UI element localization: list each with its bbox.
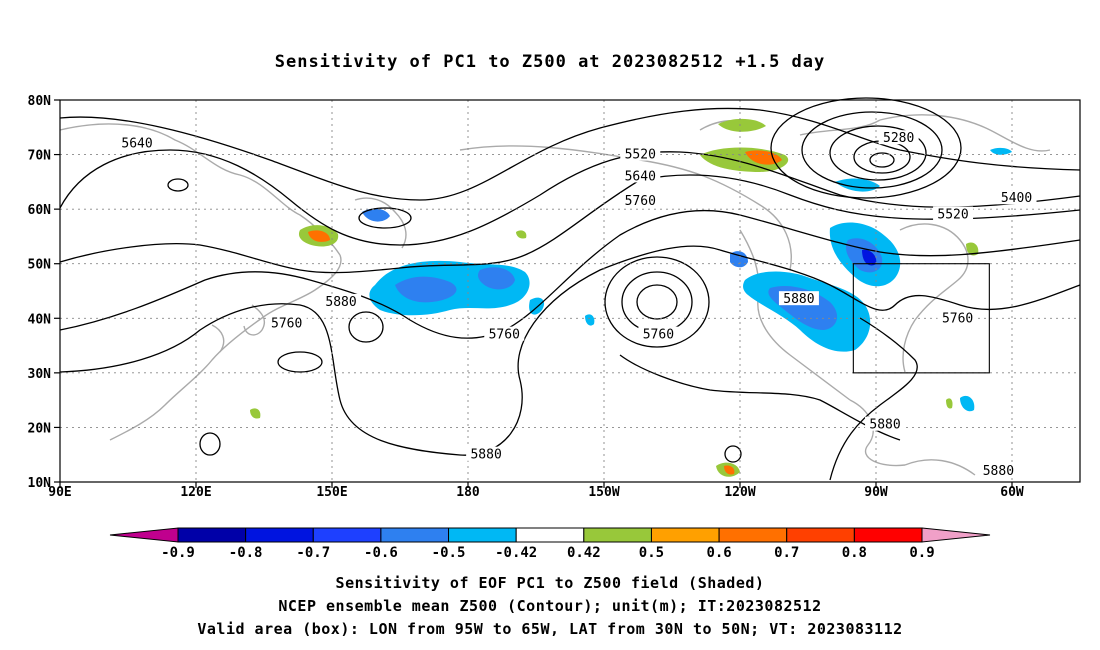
contour-label: 5280 xyxy=(883,131,914,146)
colorbar-segment xyxy=(583,527,652,543)
contour-label: 5520 xyxy=(937,208,968,223)
footer-line-1: Sensitivity of EOF PC1 to Z500 field (Sh… xyxy=(335,574,765,592)
figure-title: Sensitivity of PC1 to Z500 at 2023082512… xyxy=(275,52,826,72)
lat-tick-label: 40N xyxy=(28,312,52,327)
latitude-axis: 80N 70N 60N 50N 40N 30N 20N 10N xyxy=(28,94,60,491)
map-frame xyxy=(59,99,1081,483)
footer-line-2: NCEP ensemble mean Z500 (Contour); unit(… xyxy=(278,597,822,615)
colorbar-label: -0.7 xyxy=(296,545,330,561)
colorbar-label: 0.8 xyxy=(842,545,867,561)
contour-label-bg xyxy=(933,206,974,221)
contour-label-bg xyxy=(466,446,507,461)
contour-label: 5880 xyxy=(470,448,501,463)
contour-label: 5760 xyxy=(942,311,973,326)
colorbar-label: -0.9 xyxy=(161,545,195,561)
colorbar-segment xyxy=(312,527,382,543)
lat-tick-label: 10N xyxy=(28,476,52,491)
colorbar-segment xyxy=(245,527,314,543)
lon-tick-label: 180 xyxy=(456,485,480,500)
contour-label: 5880 xyxy=(783,292,814,307)
contour-label-bg xyxy=(321,293,362,308)
contour-label-bg xyxy=(978,463,1019,478)
contour-label: 5880 xyxy=(983,464,1014,479)
lat-tick-label: 20N xyxy=(28,421,52,436)
colorbar-high-triangle xyxy=(921,527,991,543)
contour-label-bg xyxy=(620,168,661,183)
lon-tick-label: 120E xyxy=(180,485,211,500)
contour-label-bg xyxy=(484,326,525,341)
graticule xyxy=(60,100,1080,482)
colorbar-segment xyxy=(786,527,855,543)
contour-label-bg xyxy=(878,130,919,145)
contour-label: 5760 xyxy=(489,328,520,343)
colorbar-segment xyxy=(448,527,517,543)
colorbar-segment xyxy=(853,527,923,543)
colorbar-label: -0.8 xyxy=(229,545,263,561)
contour-label-bg xyxy=(620,192,661,207)
contour-label: 5400 xyxy=(1001,191,1032,206)
colorbar xyxy=(109,527,991,543)
sensitivity-shading xyxy=(250,118,1012,477)
lat-tick-label: 60N xyxy=(28,203,52,218)
colorbar-label: 0.5 xyxy=(639,545,664,561)
valid-area-box xyxy=(852,263,990,374)
lon-tick-label: 120W xyxy=(724,485,755,500)
lon-tick-label: 150E xyxy=(316,485,347,500)
contour-label: 5760 xyxy=(625,194,656,209)
colorbar-segment xyxy=(650,527,720,543)
contour-label-bg xyxy=(996,190,1037,205)
lon-tick-label: 90E xyxy=(48,485,71,500)
colorbar-label: -0.6 xyxy=(364,545,398,561)
map-background xyxy=(60,100,1080,482)
map-panel: 5640 5520 5640 5760 5280 5400 5520 5880 5760 5760… xyxy=(59,97,1081,483)
contour-label-bg xyxy=(778,291,819,306)
contour-label: 5640 xyxy=(121,137,152,152)
contour-labels: 5640 5520 5640 5760 5280 5400 5520 5880 5760 5760… xyxy=(117,130,1037,479)
colorbar-label: 0.7 xyxy=(774,545,799,561)
z500-contours xyxy=(59,97,1081,481)
contour-label: 5760 xyxy=(271,317,302,332)
colorbar-low-triangle xyxy=(109,527,179,543)
colorbar-label: -0.42 xyxy=(495,545,537,561)
longitude-axis: 90E 120E 150E 180 150W 120W 90W 60W xyxy=(48,482,1024,500)
contour-label-bg xyxy=(638,326,679,341)
contour-label-bg xyxy=(937,310,978,325)
contour-label-bg xyxy=(266,315,307,330)
contour-label: 5640 xyxy=(625,169,656,184)
colorbar-segment xyxy=(515,527,585,543)
colorbar-labels: -0.9 -0.8 -0.7 -0.6 -0.5 -0.42 0.42 0.5 0.6 0.7 0.… xyxy=(161,545,935,561)
contour-label: 5880 xyxy=(869,418,900,433)
contour-label: 5760 xyxy=(643,328,674,343)
lat-tick-label: 30N xyxy=(28,367,52,382)
colorbar-segment xyxy=(177,527,247,543)
contour-label: 5880 xyxy=(325,295,356,310)
colorbar-label: -0.5 xyxy=(432,545,466,561)
colorbar-label: 0.6 xyxy=(706,545,731,561)
colorbar-label: 0.9 xyxy=(909,545,934,561)
colorbar-segment xyxy=(718,527,788,543)
lat-tick-label: 50N xyxy=(28,258,52,273)
lat-tick-label: 70N xyxy=(28,149,52,164)
lon-tick-label: 90W xyxy=(864,485,888,500)
contour-label-bg xyxy=(620,146,661,161)
lat-tick-label: 80N xyxy=(28,94,52,109)
colorbar-label: 0.42 xyxy=(567,545,601,561)
colorbar-segment xyxy=(380,527,450,543)
contour-label: 5520 xyxy=(625,148,656,163)
contour-label-bg xyxy=(865,416,906,431)
lon-tick-label: 60W xyxy=(1000,485,1024,500)
contour-label-bg xyxy=(117,135,158,150)
footer-line-3: Valid area (box): LON from 95W to 65W, L… xyxy=(197,620,903,638)
lon-tick-label: 150W xyxy=(588,485,619,500)
